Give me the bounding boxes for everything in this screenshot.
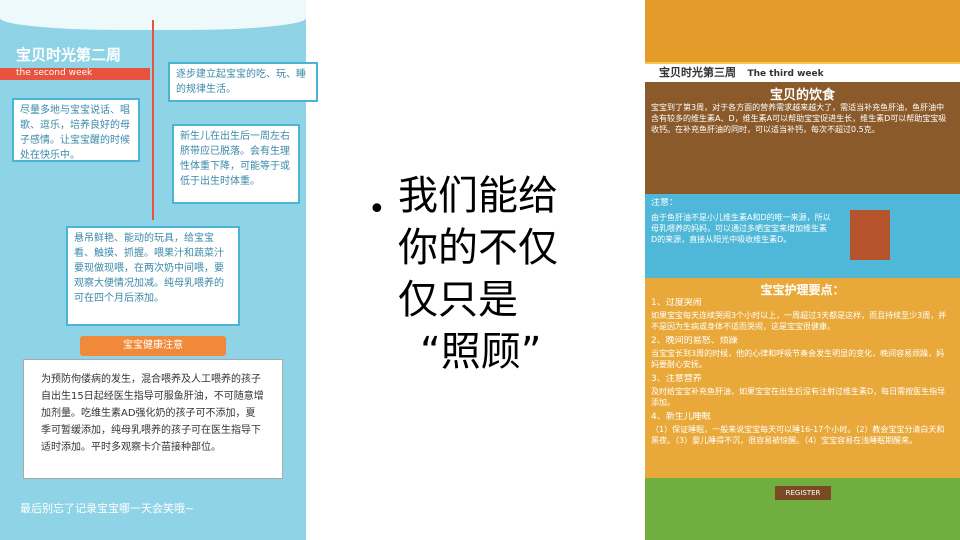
item-text: （1）保证睡眠，一般来说宝宝每天可以睡16-17个小时。（2）教会宝宝分清白天和… bbox=[651, 425, 945, 445]
footer: 最后别忘了记录宝宝哪一天会笑哦~ bbox=[20, 502, 195, 515]
tower bbox=[850, 210, 890, 260]
note: 悬吊鲜艳、能动的玩具，给宝宝看、触摸、抓握。喂果汁和蔬菜汁要现做现喂，在两次奶中… bbox=[66, 226, 240, 326]
title: 宝贝时光第二周 bbox=[16, 46, 122, 64]
banner: 宝宝健康注意 bbox=[80, 336, 226, 356]
health-text: 为预防佝偻病的发生，混合喂养及人工喂养的孩子自出生15日起经医生指导可服鱼肝油，… bbox=[23, 359, 283, 479]
sign: REGISTER bbox=[775, 486, 831, 500]
title-en: The third week bbox=[747, 69, 824, 79]
timeline bbox=[152, 20, 154, 220]
title-cn: 宝贝时光第三周 bbox=[659, 66, 736, 79]
bullet-dot: • bbox=[368, 192, 386, 227]
left-infographic: 宝贝时光第二周 the second week 逐步建立起宝宝的吃、玩、睡的规律… bbox=[0, 0, 318, 540]
bullet-line: 我们能给 bbox=[398, 173, 558, 219]
text: 由于鱼肝油不是小儿维生素A和D的唯一来源，所以母乳喂养的妈妈，可以通过多晒宝宝来… bbox=[651, 213, 831, 244]
item-heading: 1、过度哭闹 bbox=[651, 298, 702, 308]
note: 新生儿在出生后一周左右脐带应已脱落。会有生理性体重下降，可能等于或低于出生时体重… bbox=[172, 124, 300, 204]
diet-section: 宝贝的饮食 宝宝到了第3周，对于各方面的营养需求越来越大了，需适当补充鱼肝油，鱼… bbox=[645, 82, 960, 194]
care-section: 宝宝护理要点： 1、过度哭闹 如果宝宝每天连续哭闹3个小时以上，一周超过3天都是… bbox=[645, 278, 960, 478]
title: 宝贝时光第三周 The third week bbox=[645, 64, 960, 82]
bullet-line: “照顾” bbox=[420, 329, 542, 375]
heading: 注意： bbox=[651, 198, 679, 208]
text: 宝宝到了第3周，对于各方面的营养需求越来越大了，需适当补充鱼肝油，鱼肝油中含有较… bbox=[651, 103, 947, 134]
note-section: 注意： 由于鱼肝油不是小儿维生素A和D的唯一来源，所以母乳喂养的妈妈，可以通过多… bbox=[645, 194, 960, 278]
item-heading: 3、注意营养 bbox=[651, 374, 702, 384]
heading: 宝宝护理要点： bbox=[760, 283, 845, 297]
heading: 宝贝的饮食 bbox=[769, 88, 835, 103]
item-text: 如果宝宝每天连续哭闹3个小时以上，一周超过3天都是这样，而且持续至少3周，并不是… bbox=[651, 311, 947, 331]
item-heading: 2、晚间的易怒、烦躁 bbox=[651, 336, 738, 346]
right-infographic: 宝贝时光第三周 The third week 宝贝的饮食 宝宝到了第3周，对于各… bbox=[645, 0, 960, 540]
item-heading: 4、新生儿睡眠 bbox=[651, 412, 711, 422]
bullet-line: 你的不仅 bbox=[398, 225, 558, 271]
note: 尽量多地与宝宝说话、唱歌、逗乐，培养良好的母子感情。让宝宝醒的时候处在快乐中。 bbox=[12, 98, 140, 162]
bullet-line: 仅只是 bbox=[398, 277, 518, 323]
forest-illustration bbox=[645, 0, 960, 62]
item-text: 当宝宝长到3周的时候，他的心律和呼吸节奏会发生明显的变化，晚间容易烦躁，妈妈要耐… bbox=[651, 349, 945, 369]
note: 逐步建立起宝宝的吃、玩、睡的规律生活。 bbox=[168, 62, 318, 102]
item-text: 及时给宝宝补充鱼肝油，如果宝宝在出生后没有注射过维生素D，每日需按医生指导添加。 bbox=[651, 387, 946, 407]
subtitle: the second week bbox=[0, 68, 150, 80]
